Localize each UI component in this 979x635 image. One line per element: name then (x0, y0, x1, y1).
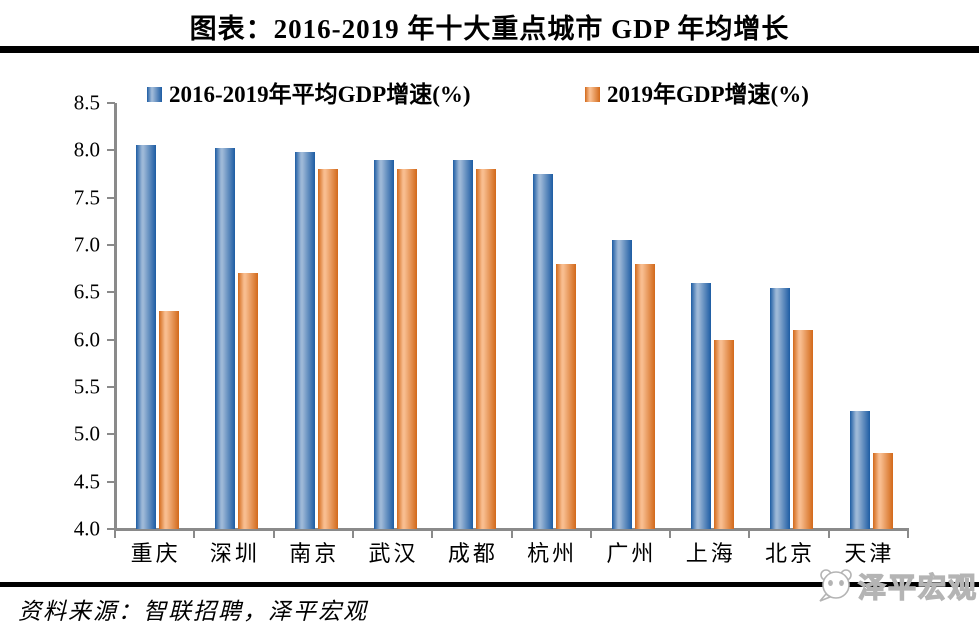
x-tick-label-6: 广州 (606, 541, 657, 566)
x-tick-end (907, 529, 909, 538)
y-tick (107, 528, 115, 530)
y-tick-label: 6.0 (73, 327, 100, 352)
bar-s0-c8 (770, 287, 791, 529)
y-tick (107, 291, 115, 294)
x-tick (589, 529, 592, 538)
bar-s1-c1 (238, 273, 259, 529)
bar-s1-c3 (396, 169, 417, 529)
watermark: 泽平宏观 (816, 563, 978, 609)
x-tick-label-9: 天津 (844, 541, 895, 566)
y-tick (107, 102, 115, 104)
bar-s0-c2 (294, 152, 315, 529)
footer-divider (0, 582, 979, 587)
y-tick-label: 4.0 (73, 516, 100, 541)
bar-s0-c3 (373, 159, 394, 529)
bar-s1-c8 (793, 330, 814, 529)
bar-s0-c0 (136, 144, 156, 529)
x-tick-label-0: 重庆 (130, 541, 181, 566)
x-tick-label-5: 杭州 (527, 541, 578, 566)
x-tick (748, 529, 751, 538)
y-tick (107, 244, 115, 246)
legend-swatch-0 (147, 86, 162, 102)
y-tick-label: 7.5 (73, 185, 100, 210)
y-tick (107, 433, 115, 436)
x-tick-label-4: 成都 (447, 541, 498, 566)
x-tick (272, 529, 275, 538)
y-tick-label: 8.0 (73, 137, 100, 162)
watermark-text: 泽平宏观 (857, 572, 979, 604)
y-tick-label: 4.5 (73, 469, 100, 494)
chart-title: 图表：2016-2019 年十大重点城市 GDP 年均增长 (189, 14, 790, 44)
x-tick (193, 529, 196, 538)
legend: 2016-2019年平均GDP增速(%) 2019年GDP增速(%) (0, 81, 979, 107)
bar-s1-c4 (476, 169, 497, 529)
bar-s0-c5 (532, 174, 553, 529)
y-tick (107, 386, 115, 388)
y-tick-label: 5.5 (73, 374, 100, 399)
bar-s1-c2 (317, 169, 338, 529)
title-divider (0, 46, 979, 53)
y-tick-label: 6.5 (73, 279, 100, 304)
bar-s1-c5 (555, 263, 576, 529)
legend-label-0: 2016-2019年平均GDP增速(%) (169, 81, 471, 107)
bar-s1-c9 (872, 453, 893, 529)
source-note: 资料来源：智联招聘，泽平宏观 (18, 599, 368, 624)
y-tick-label: 8.5 (73, 90, 100, 115)
y-tick (107, 196, 115, 199)
legend-item-1: 2019年GDP增速(%) (585, 81, 809, 107)
bar-s1-c0 (159, 311, 179, 529)
x-tick (351, 529, 354, 538)
y-tick-label: 5.0 (73, 421, 100, 446)
y-tick (107, 480, 115, 483)
x-tick (669, 529, 672, 538)
bar-s0-c1 (215, 148, 236, 529)
x-tick-label-3: 武汉 (368, 541, 419, 566)
bar-s0-c7 (691, 282, 712, 529)
x-tick-label-7: 上海 (685, 541, 736, 566)
x-tick (114, 529, 116, 538)
y-tick-label: 7.0 (73, 232, 100, 257)
y-axis (114, 103, 117, 529)
x-tick (510, 529, 513, 538)
legend-label-1: 2019年GDP增速(%) (607, 81, 809, 107)
y-tick (107, 149, 115, 152)
legend-swatch-1 (585, 86, 600, 102)
panda-chat-icon (819, 569, 852, 602)
legend-item-0: 2016-2019年平均GDP增速(%) (147, 81, 471, 107)
bar-s1-c7 (714, 339, 735, 529)
x-tick (827, 529, 830, 538)
x-tick-label-8: 北京 (765, 541, 816, 566)
bar-s0-c6 (611, 240, 632, 529)
bar-s1-c6 (634, 263, 655, 529)
x-tick-label-2: 南京 (289, 541, 340, 566)
bar-s0-c4 (453, 159, 474, 529)
y-tick (107, 338, 115, 341)
x-tick (431, 529, 434, 538)
bar-s0-c9 (849, 410, 870, 529)
x-tick-label-1: 深圳 (209, 541, 260, 566)
